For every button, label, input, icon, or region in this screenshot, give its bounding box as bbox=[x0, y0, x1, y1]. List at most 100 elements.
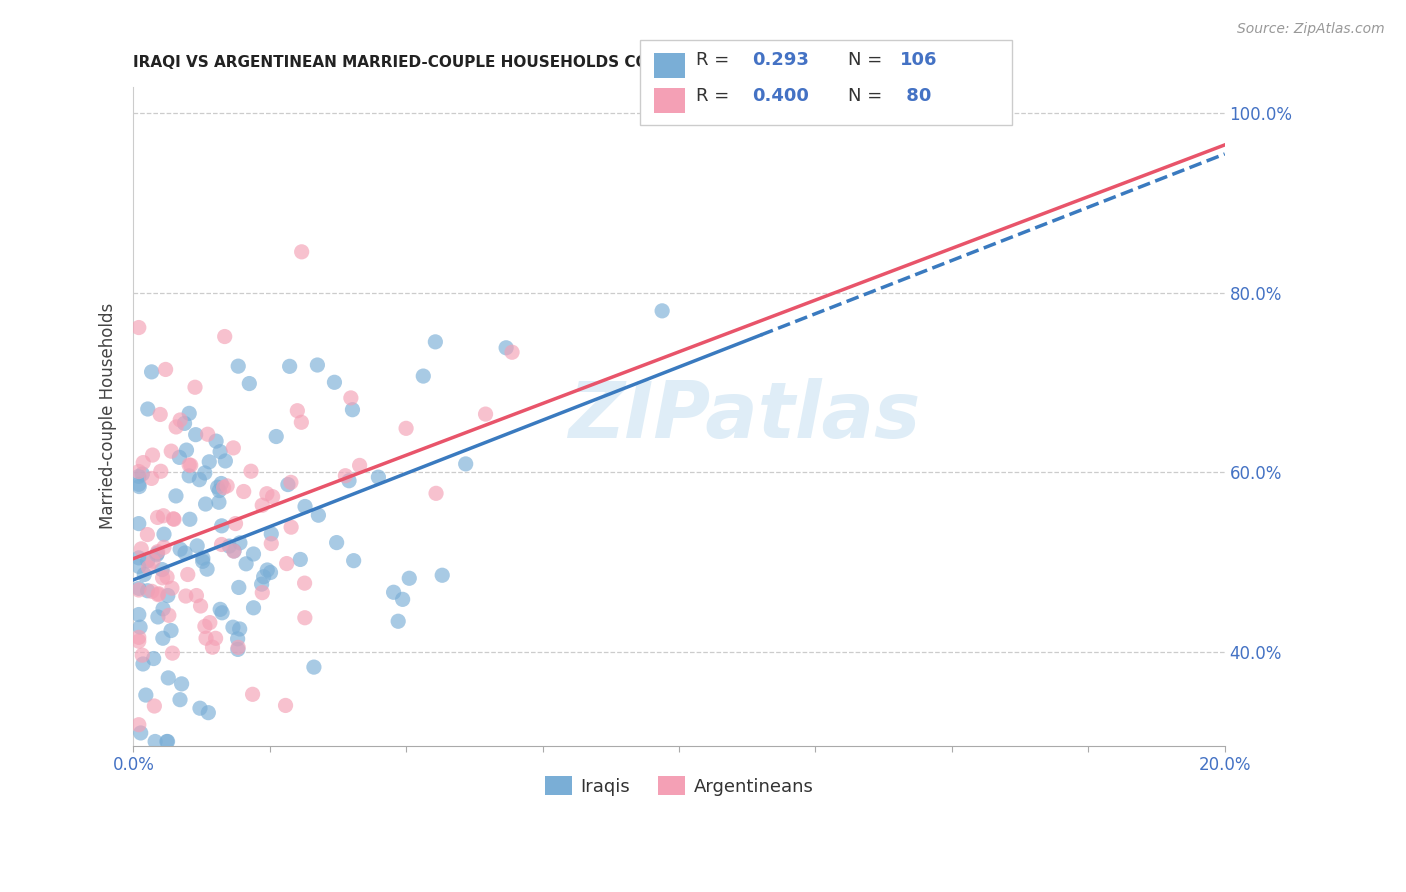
Point bbox=[142, 651, 165, 665]
Point bbox=[188, 701, 211, 715]
Point bbox=[238, 376, 260, 391]
Point bbox=[152, 571, 174, 585]
Point bbox=[186, 589, 208, 603]
Point bbox=[129, 620, 152, 634]
Point bbox=[222, 544, 245, 558]
Point bbox=[294, 576, 316, 591]
Point bbox=[174, 546, 197, 560]
Point bbox=[382, 585, 405, 599]
Point bbox=[277, 477, 299, 491]
Point bbox=[211, 606, 233, 620]
Point bbox=[232, 484, 254, 499]
Point bbox=[367, 470, 389, 484]
Point bbox=[343, 554, 366, 568]
Point bbox=[156, 734, 179, 748]
Point bbox=[294, 500, 316, 514]
Point bbox=[128, 320, 150, 334]
Point bbox=[152, 632, 174, 646]
Point bbox=[128, 631, 150, 645]
Point bbox=[208, 483, 231, 498]
Point bbox=[136, 402, 159, 417]
Point bbox=[184, 380, 207, 394]
Point bbox=[337, 474, 360, 488]
Point bbox=[195, 562, 218, 576]
Point bbox=[169, 542, 191, 557]
Text: IRAQI VS ARGENTINEAN MARRIED-COUPLE HOUSEHOLDS CORRELATION CHART: IRAQI VS ARGENTINEAN MARRIED-COUPLE HOUS… bbox=[134, 55, 807, 70]
Point bbox=[197, 427, 219, 442]
Text: 0.293: 0.293 bbox=[752, 51, 808, 69]
Point bbox=[163, 512, 186, 526]
Point bbox=[191, 551, 214, 566]
Point bbox=[149, 464, 172, 478]
Point bbox=[136, 583, 159, 598]
Point bbox=[211, 537, 233, 551]
Point bbox=[153, 541, 176, 555]
Point bbox=[198, 455, 221, 469]
Point bbox=[218, 539, 240, 553]
Point bbox=[157, 671, 180, 685]
Point bbox=[160, 581, 183, 595]
Point bbox=[157, 608, 180, 623]
Point bbox=[226, 359, 249, 373]
Point bbox=[146, 548, 169, 562]
Point bbox=[141, 471, 163, 485]
Point bbox=[307, 358, 329, 372]
Point bbox=[209, 444, 232, 458]
Point bbox=[162, 646, 184, 660]
Point bbox=[134, 567, 156, 582]
Point bbox=[208, 495, 231, 509]
Point bbox=[235, 557, 257, 571]
Point bbox=[501, 345, 523, 359]
Text: R =: R = bbox=[696, 87, 730, 104]
Point bbox=[256, 563, 278, 577]
Point bbox=[207, 480, 229, 494]
Point bbox=[242, 600, 264, 615]
Point bbox=[242, 547, 264, 561]
Point bbox=[229, 536, 252, 550]
Point bbox=[395, 421, 418, 435]
Point bbox=[294, 611, 316, 625]
Point bbox=[425, 334, 447, 349]
Point bbox=[495, 341, 517, 355]
Point bbox=[280, 520, 302, 534]
Point bbox=[250, 577, 273, 591]
Point bbox=[201, 640, 224, 655]
Point bbox=[152, 602, 174, 616]
Point bbox=[138, 560, 160, 574]
Point bbox=[260, 527, 283, 541]
Point bbox=[225, 516, 247, 531]
Point bbox=[391, 592, 413, 607]
Point bbox=[228, 581, 250, 595]
Point bbox=[146, 510, 169, 524]
Point bbox=[226, 632, 249, 646]
Point bbox=[259, 566, 281, 580]
Point bbox=[128, 479, 150, 493]
Point bbox=[131, 467, 153, 481]
Point bbox=[150, 563, 173, 577]
Text: N =: N = bbox=[848, 51, 882, 69]
Point bbox=[141, 365, 163, 379]
Point bbox=[349, 458, 371, 473]
Point bbox=[179, 406, 201, 420]
Point bbox=[132, 657, 155, 671]
Point bbox=[342, 402, 364, 417]
Point bbox=[128, 717, 150, 731]
Point bbox=[194, 466, 217, 480]
Point bbox=[188, 473, 211, 487]
Point bbox=[128, 582, 150, 596]
Point bbox=[155, 362, 177, 376]
Point bbox=[129, 541, 152, 556]
Point bbox=[143, 698, 166, 713]
Point bbox=[387, 614, 409, 628]
Point bbox=[169, 413, 191, 427]
Point bbox=[143, 734, 166, 748]
Point bbox=[262, 490, 284, 504]
Point bbox=[165, 420, 187, 434]
Point bbox=[136, 554, 159, 568]
Point bbox=[179, 458, 201, 472]
Point bbox=[432, 568, 454, 582]
Point bbox=[160, 624, 183, 638]
Point bbox=[180, 458, 202, 473]
Point bbox=[160, 444, 183, 458]
Legend: Iraqis, Argentineans: Iraqis, Argentineans bbox=[537, 769, 821, 803]
